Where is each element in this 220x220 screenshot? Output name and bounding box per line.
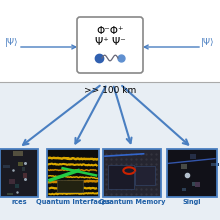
Bar (3, 165, 10, 168)
Bar (103, 149, 161, 197)
Bar (103, 149, 161, 197)
Bar (135, 166, 155, 185)
Bar (13, 151, 23, 156)
Bar (181, 164, 187, 169)
Bar (0, 0, 220, 82)
Text: Quantum Memory: Quantum Memory (99, 199, 165, 205)
Bar (167, 149, 217, 197)
Text: Ψ⁺ Ψ⁻: Ψ⁺ Ψ⁻ (95, 37, 125, 47)
Bar (9, 179, 15, 184)
Bar (57, 180, 83, 192)
FancyBboxPatch shape (77, 17, 143, 73)
Bar (108, 165, 134, 189)
Bar (182, 188, 186, 191)
Bar (195, 182, 200, 187)
Text: Φ⁻Φ⁺: Φ⁻Φ⁺ (96, 26, 124, 36)
Text: Singl: Singl (183, 199, 201, 205)
Bar (0, 149, 38, 197)
Bar (192, 182, 198, 186)
Text: rces: rces (11, 199, 27, 205)
Bar (15, 184, 19, 188)
Bar (18, 162, 23, 166)
Text: |Ψ⟩: |Ψ⟩ (200, 37, 214, 46)
Text: >> 100 km: >> 100 km (84, 86, 136, 95)
Bar (47, 149, 99, 197)
Text: |Ψ⟩: |Ψ⟩ (5, 37, 18, 46)
Bar (211, 163, 219, 165)
Text: Quantum Interfaces: Quantum Interfaces (36, 199, 110, 205)
Bar (190, 154, 196, 159)
Bar (22, 167, 26, 171)
Bar (7, 193, 13, 195)
Bar (23, 173, 27, 178)
